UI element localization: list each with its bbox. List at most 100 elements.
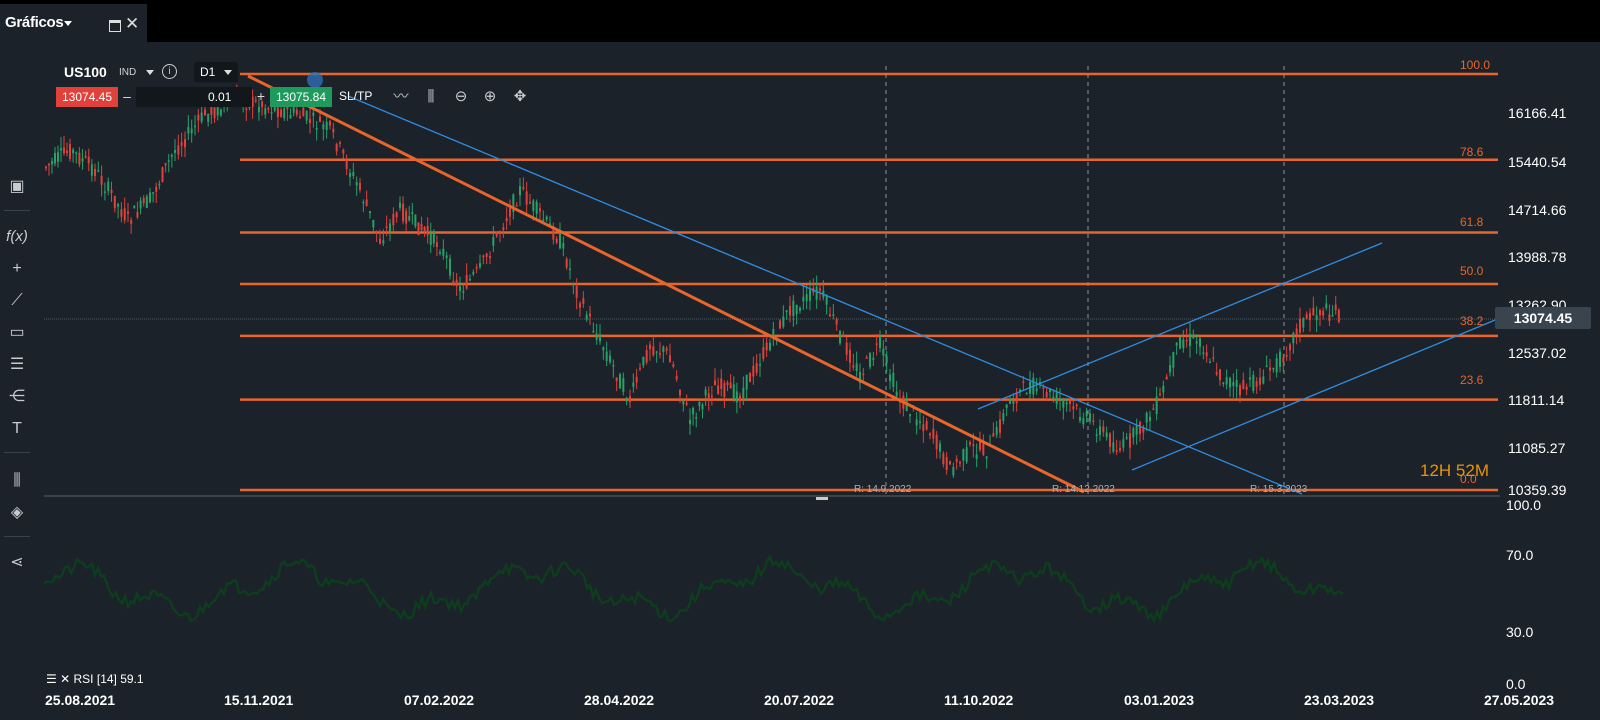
candle-body (515, 205, 518, 207)
candle-body (362, 201, 365, 204)
candle-body (1075, 404, 1078, 407)
zoom-in-icon[interactable]: ⊕ (483, 88, 497, 105)
fib-icon[interactable]: ☰ (9, 356, 25, 373)
candle-body (929, 433, 931, 436)
candle-body (852, 365, 855, 368)
quantity-input[interactable]: 0.01 (136, 87, 252, 107)
function-icon[interactable]: f(x) (6, 228, 28, 245)
candle-body (142, 197, 145, 204)
candle-body (942, 453, 945, 465)
candle-body (94, 168, 96, 177)
rsi-legend-text: RSI [14] 59.1 (73, 672, 144, 686)
zoom-out-icon[interactable]: ⊖ (454, 88, 468, 105)
close-icon[interactable]: ✕ (60, 672, 71, 686)
candle-body (1222, 382, 1225, 384)
chart-type-icon[interactable]: ⫼ (13, 472, 21, 489)
pan-icon[interactable]: ✥ (513, 88, 527, 105)
candle-body (1169, 365, 1171, 373)
candle-body (632, 382, 635, 387)
candle-body (375, 230, 378, 233)
candle-body (685, 402, 688, 405)
rollover-label: R: 14.9.2022 (854, 484, 912, 495)
maximize-icon[interactable] (109, 20, 121, 32)
layers-icon[interactable]: ◈ (10, 504, 24, 521)
candle-body (909, 414, 911, 416)
candle-body (469, 278, 471, 281)
candle-body (1145, 412, 1148, 423)
candle-body (582, 298, 585, 304)
candle-body (885, 356, 888, 364)
candle-body (190, 128, 193, 134)
line-icon[interactable]: ⟋ (11, 292, 23, 309)
candle-body (133, 205, 136, 209)
chevron-down-icon[interactable] (146, 70, 154, 75)
candle-body (1089, 413, 1091, 422)
candle-body (542, 219, 545, 221)
candle-body (645, 350, 648, 363)
candle-body (452, 280, 455, 284)
candle-body (177, 145, 180, 155)
rsi-axis-label: 0.0 (1506, 676, 1526, 692)
close-icon[interactable]: ✕ (125, 14, 140, 33)
sltp-button[interactable]: SL/TP (339, 89, 373, 103)
sell-button[interactable]: 13074.45 (56, 87, 118, 107)
candle-body (1082, 418, 1085, 425)
candle-body (1065, 402, 1068, 405)
candle-body (905, 400, 908, 412)
window-icon[interactable]: ▣ (9, 178, 25, 195)
pitchfork-icon[interactable]: ⋲ (9, 388, 25, 405)
candle-body (1129, 433, 1131, 448)
decrease-quantity-button[interactable]: – (123, 88, 131, 104)
price-label: 14714.66 (1508, 202, 1567, 218)
candle-body (339, 142, 341, 144)
candle-body (1299, 318, 1301, 333)
candle-body (532, 200, 535, 211)
candle-body (701, 404, 704, 410)
candle-body (575, 285, 578, 298)
text-icon[interactable]: T (12, 420, 22, 437)
candle-body (949, 461, 951, 465)
timeframe-select[interactable]: D1 (194, 62, 238, 82)
candle-body (972, 444, 975, 447)
rsi-legend[interactable]: ☰ ✕ RSI [14] 59.1 (46, 672, 144, 686)
crosshair-icon[interactable]: + (12, 260, 22, 277)
candle-body (1195, 341, 1198, 344)
share-icon[interactable]: ⋖ (10, 554, 24, 571)
candle-body (695, 417, 698, 419)
candle-body (1285, 354, 1288, 357)
candle-body (475, 267, 478, 269)
candle-body (652, 346, 655, 356)
chevron-down-icon[interactable] (64, 21, 72, 26)
line-chart-icon[interactable]: 〰 (393, 88, 409, 105)
date-label: 28.04.2022 (584, 692, 655, 708)
symbol[interactable]: US100 (64, 64, 107, 80)
candle-body (309, 118, 311, 124)
candle-body (819, 288, 821, 291)
candle-body (302, 107, 305, 117)
candle-body (605, 351, 608, 361)
instrument-type: IND (119, 67, 137, 78)
candle-body (979, 441, 981, 450)
divider (4, 536, 30, 537)
info-icon[interactable]: i (162, 64, 177, 79)
candle-body (802, 296, 805, 302)
candle-body (492, 236, 495, 246)
price-chart[interactable] (0, 42, 1600, 720)
candle-body (962, 449, 965, 461)
date-label: 23.03.2023 (1304, 692, 1375, 708)
date-label: 20.07.2022 (764, 692, 835, 708)
menu-icon[interactable]: ☰ (46, 672, 57, 686)
candle-body (1245, 386, 1248, 390)
candle-body (955, 458, 958, 462)
divider (4, 452, 30, 453)
buy-button[interactable]: 13075.84 (270, 87, 332, 107)
candle-body (789, 305, 791, 316)
increase-quantity-button[interactable]: + (256, 88, 266, 104)
candle-body (1119, 447, 1121, 451)
charts-tab[interactable]: Gráficos ✕ (0, 4, 147, 42)
fib-label: 61.8 (1460, 215, 1484, 229)
price-label: 12537.02 (1508, 345, 1567, 361)
candles-icon[interactable]: ⫼ (427, 88, 435, 105)
rectangle-icon[interactable]: ▭ (9, 324, 25, 341)
candle-body (805, 294, 808, 302)
